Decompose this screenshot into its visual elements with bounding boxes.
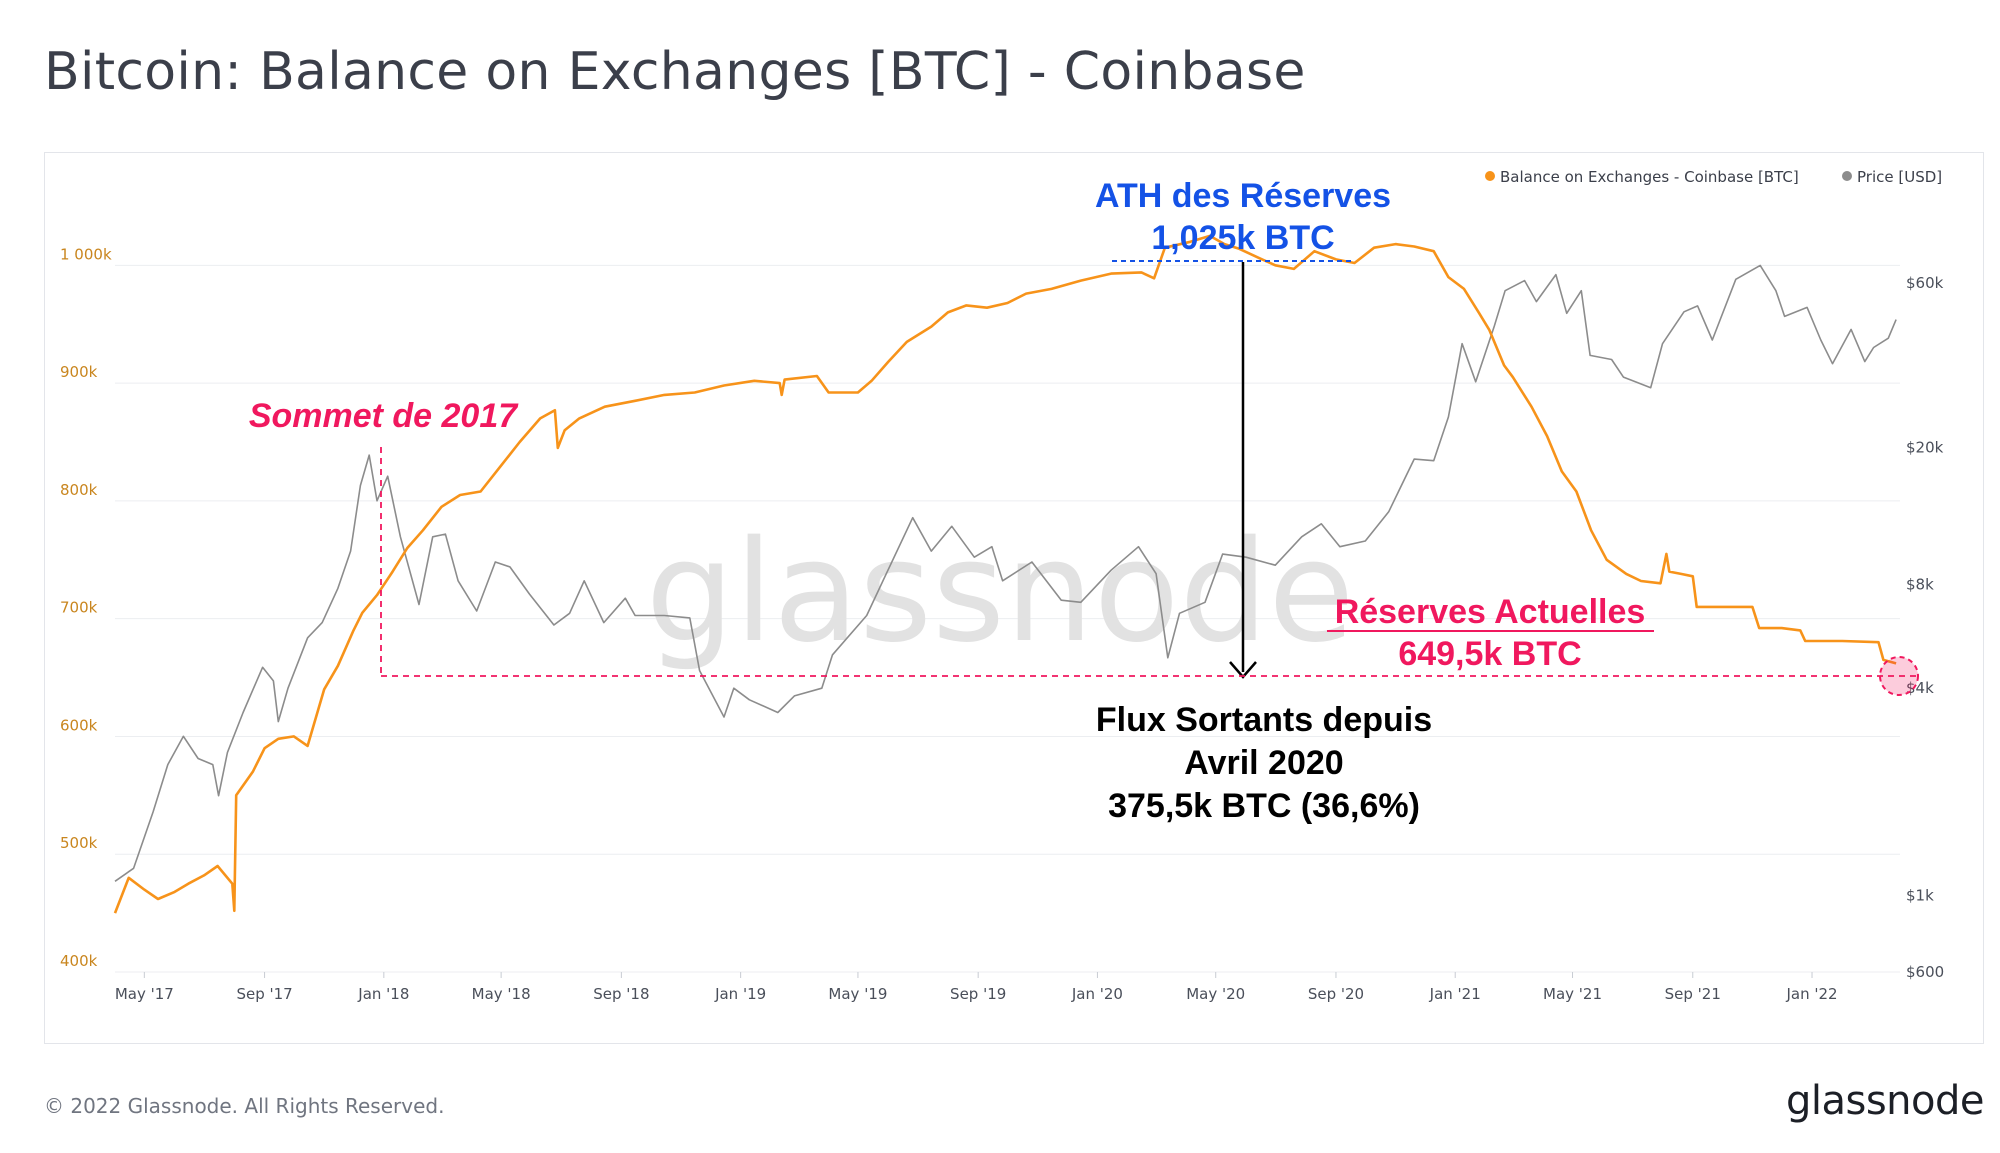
outflow-annotation-line-2: Avril 2020 bbox=[1184, 744, 1343, 782]
legend-swatch-balance bbox=[1485, 171, 1495, 181]
balance-series-line bbox=[113, 234, 1897, 914]
x-tick-label: Sep '17 bbox=[236, 985, 292, 1003]
current-reserves-line-2: 649,5k BTC bbox=[1398, 635, 1581, 673]
y-left-tick-label: 800k bbox=[60, 481, 98, 499]
y-right-tick-label: $8k bbox=[1906, 575, 1934, 593]
glassnode-logo: glassnode bbox=[1785, 1078, 1985, 1124]
y-left-tick-label: 600k bbox=[60, 716, 98, 734]
x-tick-label: Sep '20 bbox=[1308, 985, 1364, 1003]
chart-frame bbox=[44, 152, 1984, 1044]
copyright-footer: © 2022 Glassnode. All Rights Reserved. bbox=[44, 1094, 445, 1118]
x-tick-label: Jan '18 bbox=[357, 985, 409, 1003]
price-series-line bbox=[114, 264, 1897, 882]
x-tick-label: May '20 bbox=[1186, 985, 1245, 1003]
legend-label-balance: Balance on Exchanges - Coinbase [BTC] bbox=[1500, 168, 1799, 186]
y-right-tick-label: $1k bbox=[1906, 887, 1934, 905]
x-tick-label: Jan '19 bbox=[714, 985, 766, 1003]
x-tick-label: Sep '18 bbox=[593, 985, 649, 1003]
legend-label-price: Price [USD] bbox=[1857, 168, 1942, 186]
outflow-annotation-line-1: Flux Sortants depuis bbox=[1096, 701, 1432, 739]
ath-annotation-line-1: ATH des Réserves bbox=[1095, 177, 1391, 215]
x-tick-label: Jan '21 bbox=[1429, 985, 1481, 1003]
x-tick-label: May '18 bbox=[472, 985, 531, 1003]
x-tick-label: May '19 bbox=[828, 985, 887, 1003]
chart: 400k 500k 600k 700k 800k 900k 1 000k $600 $1k $4k… bbox=[60, 168, 1944, 1003]
x-tick-label: Jan '22 bbox=[1785, 985, 1837, 1003]
current-reserves-line-1: Réserves Actuelles bbox=[1335, 593, 1646, 631]
ath-annotation-line-2: 1,025k BTC bbox=[1151, 219, 1334, 257]
y-left-tick-label: 900k bbox=[60, 363, 98, 381]
legend-swatch-price bbox=[1842, 171, 1852, 181]
x-tick-label: Jan '20 bbox=[1071, 985, 1123, 1003]
x-tick-label: May '21 bbox=[1543, 985, 1602, 1003]
outflow-annotation-line-3: 375,5k BTC (36,6%) bbox=[1108, 787, 1420, 825]
watermark: glassnode bbox=[646, 511, 1355, 674]
y-right-tick-label: $60k bbox=[1906, 274, 1944, 292]
y-right-tick-label: $4k bbox=[1906, 679, 1934, 697]
y-left-tick-label: 1 000k bbox=[60, 245, 112, 263]
x-tick-label: May '17 bbox=[115, 985, 174, 1003]
outflow-arrow-head bbox=[1229, 661, 1257, 679]
page-title: Bitcoin: Balance on Exchanges [BTC] - Co… bbox=[44, 42, 1306, 102]
y-right-tick-label: $20k bbox=[1906, 438, 1944, 456]
y-left-tick-label: 500k bbox=[60, 834, 98, 852]
y-left-tick-label: 700k bbox=[60, 599, 98, 617]
x-tick-label: Sep '19 bbox=[950, 985, 1006, 1003]
y-left-tick-label: 400k bbox=[60, 952, 98, 970]
peak-2017-annotation: Sommet de 2017 bbox=[249, 397, 519, 435]
x-tick-label: Sep '21 bbox=[1665, 985, 1721, 1003]
current-reserves-marker bbox=[1879, 656, 1919, 696]
y-right-tick-label: $600 bbox=[1906, 963, 1944, 981]
